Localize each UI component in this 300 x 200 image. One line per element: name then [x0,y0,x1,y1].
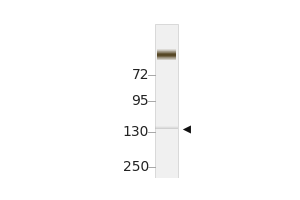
Bar [157,50,176,51]
Polygon shape [183,125,191,134]
Bar [157,55,176,56]
Bar [157,56,176,57]
Bar [157,58,176,59]
Bar [157,49,176,50]
Text: 95: 95 [131,94,149,108]
Text: 250: 250 [123,160,149,174]
Bar [157,51,176,52]
Bar [157,57,176,58]
Bar [157,52,176,53]
Text: 130: 130 [123,125,149,139]
Text: 72: 72 [132,68,149,82]
Bar [157,53,176,54]
Bar [155,24,178,178]
Bar [157,54,176,55]
Bar [157,59,176,60]
